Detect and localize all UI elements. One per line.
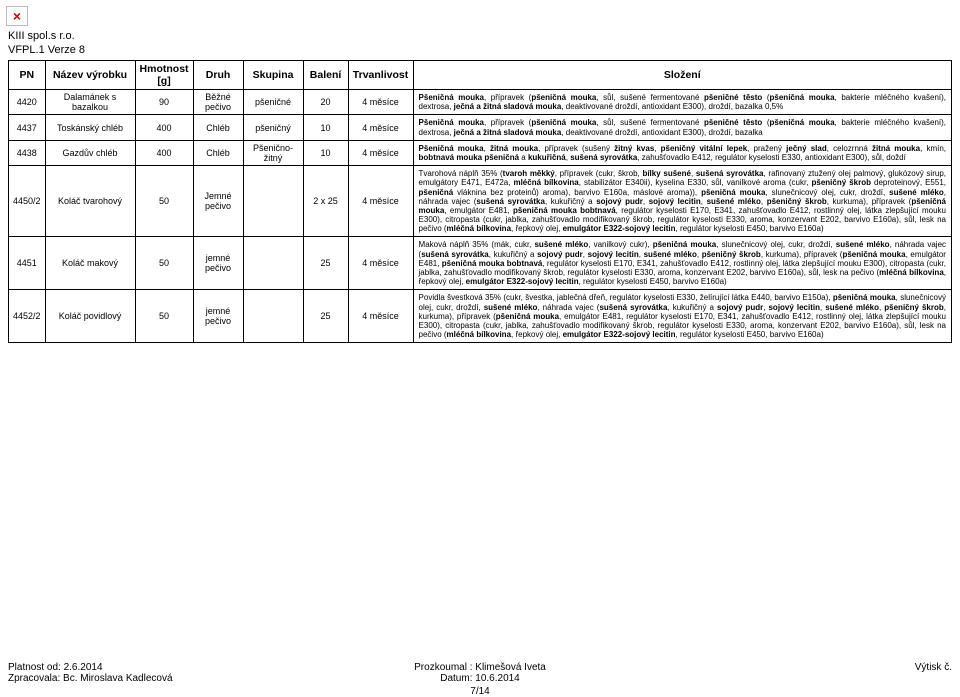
cell-pn: 4451	[9, 237, 46, 290]
footer-left: Platnost od: 2.6.2014 Zpracovala: Bc. Mi…	[8, 662, 173, 684]
cell-pn: 4438	[9, 140, 46, 165]
col-pn: PN	[9, 61, 46, 90]
table-row: 4452/2Koláč povidlový50jemné pečivo 254 m…	[9, 290, 952, 343]
review-date: Datum: 10.6.2014	[414, 673, 546, 684]
cell-name: Koláč povidlový	[45, 290, 135, 343]
table-header-row: PN Název výrobku Hmotnost [g] Druh Skupi…	[9, 61, 952, 90]
col-pack: Balení	[303, 61, 348, 90]
products-table: PN Název výrobku Hmotnost [g] Druh Skupi…	[8, 60, 952, 343]
table-row: 4438Gazdův chléb400ChlébPšenično-žitný10…	[9, 140, 952, 165]
cell-weight: 90	[135, 90, 193, 115]
cell-pack: 10	[303, 140, 348, 165]
col-shelf: Trvanlivost	[348, 61, 413, 90]
cell-name: Dalamánek s bazalkou	[45, 90, 135, 115]
document-header: KIII spol.s r.o. VFPL.1 Verze 8	[8, 30, 85, 58]
cell-type: Běžné pečivo	[193, 90, 243, 115]
cell-comp: Maková náplň 35% (mák, cukr, sušené mlék…	[413, 237, 951, 290]
cell-name: Gazdův chléb	[45, 140, 135, 165]
cell-weight: 400	[135, 115, 193, 140]
table-row: 4437Toskánský chléb400Chlébpšeničný104 m…	[9, 115, 952, 140]
cell-shelf: 4 měsíce	[348, 290, 413, 343]
cell-group	[243, 166, 303, 237]
cell-shelf: 4 měsíce	[348, 140, 413, 165]
doc-version: VFPL.1 Verze 8	[8, 44, 85, 58]
cell-pack: 10	[303, 115, 348, 140]
cell-shelf: 4 měsíce	[348, 237, 413, 290]
cell-pn: 4420	[9, 90, 46, 115]
reviewed-by: Prozkoumal : Klimešová Iveta	[414, 662, 546, 673]
cell-shelf: 4 měsíce	[348, 166, 413, 237]
cell-type: jemné pečivo	[193, 237, 243, 290]
cell-pack: 20	[303, 90, 348, 115]
cell-group	[243, 237, 303, 290]
company-name: KIII spol.s r.o.	[8, 30, 85, 44]
cell-weight: 50	[135, 290, 193, 343]
cell-comp: Pšeničná mouka, přípravek (pšeničná mouk…	[413, 90, 951, 115]
cell-weight: 400	[135, 140, 193, 165]
col-weight: Hmotnost [g]	[135, 61, 193, 90]
col-group: Skupina	[243, 61, 303, 90]
col-comp: Složení	[413, 61, 951, 90]
footer-right: Výtisk č.	[915, 662, 952, 673]
cell-pack: 25	[303, 290, 348, 343]
table-row: 4450/2Koláč tvarohový50Jemné pečivo 2 x 2…	[9, 166, 952, 237]
cell-weight: 50	[135, 166, 193, 237]
cell-pn: 4452/2	[9, 290, 46, 343]
print-number: Výtisk č.	[915, 662, 952, 673]
cell-pack: 25	[303, 237, 348, 290]
cell-type: jemné pečivo	[193, 290, 243, 343]
cell-comp: Povidla švestková 35% (cukr, švestka, ja…	[413, 290, 951, 343]
cell-shelf: 4 měsíce	[348, 90, 413, 115]
cell-shelf: 4 měsíce	[348, 115, 413, 140]
prepared-by: Zpracovala: Bc. Miroslava Kadlecová	[8, 673, 173, 684]
cell-comp: Pšeničná mouka, přípravek (pšeničná mouk…	[413, 115, 951, 140]
cell-pn: 4450/2	[9, 166, 46, 237]
validity-date: Platnost od: 2.6.2014	[8, 662, 173, 673]
cell-name: Koláč tvarohový	[45, 166, 135, 237]
cell-group: pšeničné	[243, 90, 303, 115]
footer-center: Prozkoumal : Klimešová Iveta Datum: 10.6…	[414, 662, 546, 697]
col-type: Druh	[193, 61, 243, 90]
missing-image-icon: ×	[6, 6, 28, 26]
table-row: 4451Koláč makový50jemné pečivo 254 měsíce…	[9, 237, 952, 290]
cell-type: Chléb	[193, 115, 243, 140]
cell-pn: 4437	[9, 115, 46, 140]
cell-pack: 2 x 25	[303, 166, 348, 237]
table-row: 4420Dalamánek s bazalkou90Běžné pečivopš…	[9, 90, 952, 115]
cell-type: Chléb	[193, 140, 243, 165]
page-number: 7/14	[414, 686, 546, 697]
col-name: Název výrobku	[45, 61, 135, 90]
cell-comp: Tvarohová náplň 35% (tvaroh měkký, přípr…	[413, 166, 951, 237]
cell-comp: Pšeničná mouka, žitná mouka, přípravek (…	[413, 140, 951, 165]
cell-group	[243, 290, 303, 343]
cell-name: Koláč makový	[45, 237, 135, 290]
cell-type: Jemné pečivo	[193, 166, 243, 237]
cell-name: Toskánský chléb	[45, 115, 135, 140]
cell-weight: 50	[135, 237, 193, 290]
cell-group: pšeničný	[243, 115, 303, 140]
cell-group: Pšenično-žitný	[243, 140, 303, 165]
